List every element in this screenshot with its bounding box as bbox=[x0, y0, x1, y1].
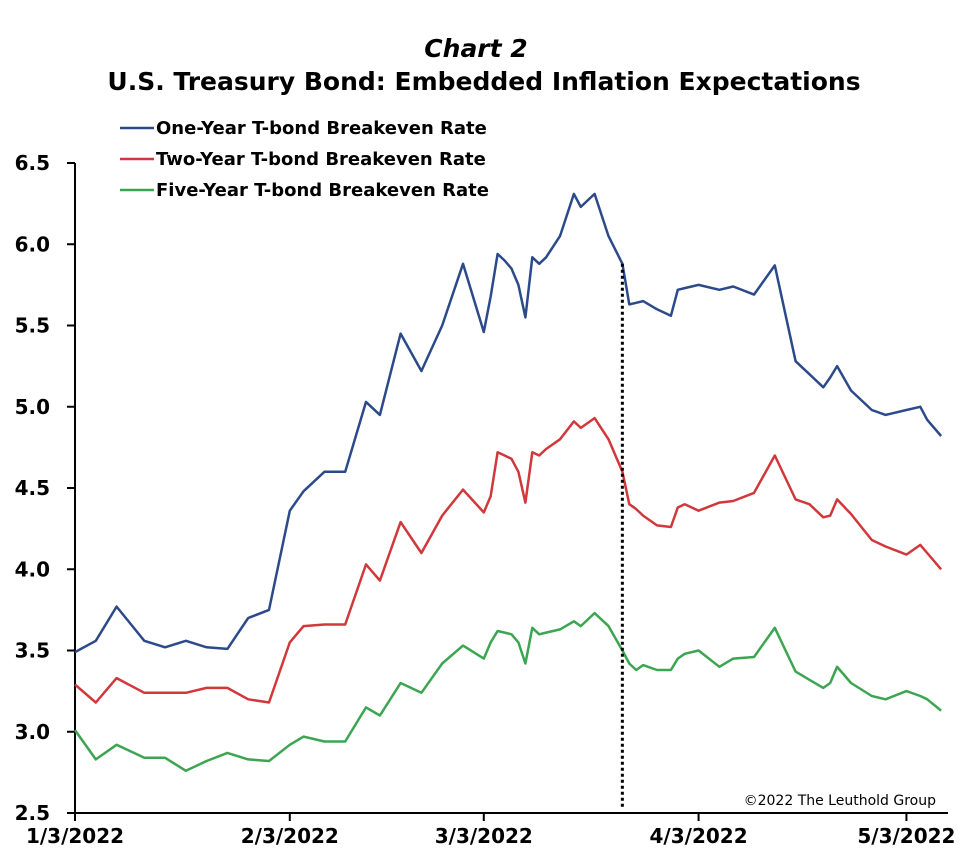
y-tick-label: 3.0 bbox=[15, 720, 50, 744]
legend: One-Year T-bond Breakeven Rate Two-Year T… bbox=[120, 118, 489, 201]
legend-label: Five-Year T-bond Breakeven Rate bbox=[156, 180, 489, 201]
y-tick-label: 2.5 bbox=[15, 801, 50, 825]
y-tick-label: 6.5 bbox=[15, 151, 50, 175]
x-tick-label: 4/3/2022 bbox=[650, 824, 748, 848]
legend-label: Two-Year T-bond Breakeven Rate bbox=[156, 149, 486, 170]
chart-subtitle: U.S. Treasury Bond: Embedded Inflation E… bbox=[107, 67, 860, 96]
legend-label: One-Year T-bond Breakeven Rate bbox=[156, 118, 487, 139]
y-tick-label: 5.0 bbox=[15, 395, 50, 419]
axes bbox=[67, 162, 948, 821]
x-tick-label: 1/3/2022 bbox=[26, 824, 124, 848]
x-tick-label: 3/3/2022 bbox=[435, 824, 533, 848]
y-tick-label: 6.0 bbox=[15, 232, 50, 256]
y-tick-label: 5.5 bbox=[15, 314, 50, 338]
series-line-2 bbox=[74, 416, 943, 704]
series-layer bbox=[73, 192, 943, 773]
x-tick-label: 5/3/2022 bbox=[857, 824, 955, 848]
y-tick-label: 4.5 bbox=[15, 476, 50, 500]
tick-labels: 2.5 3.0 3.5 4.0 4.5 5.0 5.5 6.0 6.5 1/3/2022 2/3/2… bbox=[15, 151, 956, 848]
y-tick-label: 4.0 bbox=[15, 557, 50, 581]
credit-text: ©2022 The Leuthold Group bbox=[744, 793, 936, 809]
series-line-3 bbox=[73, 611, 942, 773]
y-tick-label: 3.5 bbox=[15, 639, 50, 663]
chart-title: Chart 2 bbox=[424, 34, 527, 63]
series-line-1 bbox=[74, 192, 943, 654]
x-tick-label: 2/3/2022 bbox=[241, 824, 339, 848]
